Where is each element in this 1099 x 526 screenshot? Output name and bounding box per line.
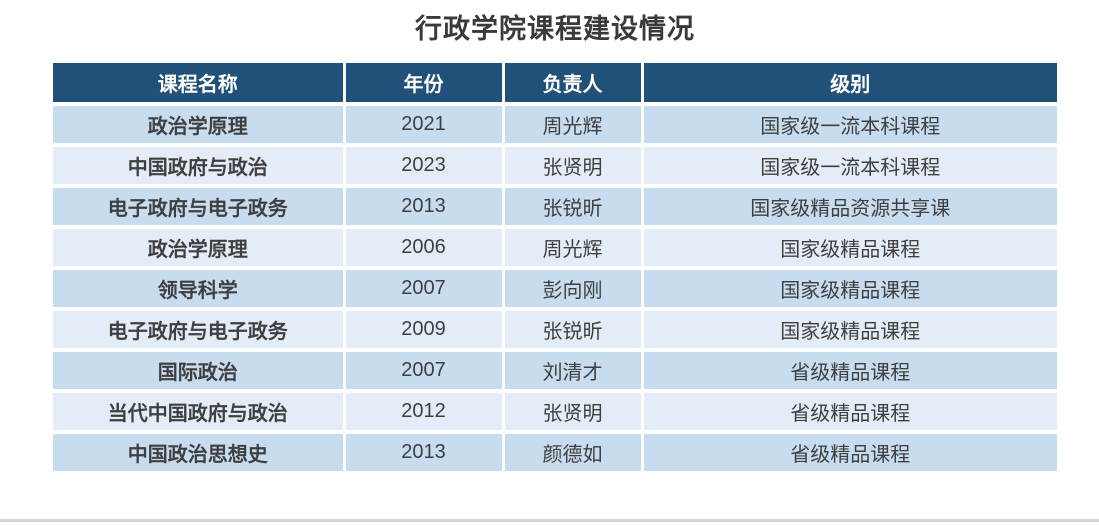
table-cell-leader: 张锐昕 <box>503 186 644 229</box>
table-cell-year: 2023 <box>344 145 505 188</box>
table-cell-course: 中国政治思想史 <box>53 432 346 475</box>
table-row: 电子政府与电子政务 2009 张锐昕 国家级精品课程 <box>53 309 1057 352</box>
table-cell-leader: 刘清才 <box>503 350 644 393</box>
table-cell-level: 省级精品课程 <box>642 432 1057 475</box>
table-cell-leader: 周光辉 <box>503 104 644 147</box>
table-row: 中国政府与政治 2023 张贤明 国家级一流本科课程 <box>53 145 1057 188</box>
table-header: 课程名称 年份 负责人 级别 <box>53 63 1057 106</box>
course-table: 课程名称 年份 负责人 级别 政治学原理 2021 周光辉 国家级一流本科课程 中国政府与政治… <box>53 63 1057 475</box>
table-cell-leader: 张锐昕 <box>503 309 644 352</box>
table-cell-leader: 张贤明 <box>503 391 644 434</box>
table-cell-level: 省级精品课程 <box>642 350 1057 393</box>
table-cell-level: 国家级一流本科课程 <box>642 145 1057 188</box>
table-row: 国际政治 2007 刘清才 省级精品课程 <box>53 350 1057 393</box>
table-row: 电子政府与电子政务 2013 张锐昕 国家级精品资源共享课 <box>53 186 1057 229</box>
table-row: 政治学原理 2006 周光辉 国家级精品课程 <box>53 227 1057 270</box>
table-cell-leader: 周光辉 <box>503 227 644 270</box>
column-header-leader: 负责人 <box>503 63 644 106</box>
table-row: 领导科学 2007 彭向刚 国家级精品课程 <box>53 268 1057 311</box>
table-cell-level: 国家级精品课程 <box>642 309 1057 352</box>
table-cell-year: 2009 <box>344 309 505 352</box>
column-header-year: 年份 <box>344 63 505 106</box>
table-cell-year: 2012 <box>344 391 505 434</box>
table-cell-level: 国家级一流本科课程 <box>642 104 1057 147</box>
table-cell-leader: 张贤明 <box>503 145 644 188</box>
table-cell-course: 国际政治 <box>53 350 346 393</box>
column-header-level: 级别 <box>642 63 1057 106</box>
table-cell-level: 国家级精品资源共享课 <box>642 186 1057 229</box>
table-cell-year: 2007 <box>344 350 505 393</box>
table-cell-course: 电子政府与电子政务 <box>53 186 346 229</box>
table-cell-year: 2006 <box>344 227 505 270</box>
bottom-divider <box>0 519 1099 522</box>
table-row: 中国政治思想史 2013 颜德如 省级精品课程 <box>53 432 1057 475</box>
table-cell-level: 省级精品课程 <box>642 391 1057 434</box>
column-header-course: 课程名称 <box>53 63 346 106</box>
page-title: 行政学院课程建设情况 <box>415 14 695 44</box>
table-cell-year: 2013 <box>344 432 505 475</box>
table-cell-course: 领导科学 <box>53 268 346 311</box>
table-cell-course: 政治学原理 <box>53 104 346 147</box>
table-cell-year: 2007 <box>344 268 505 311</box>
table-cell-level: 国家级精品课程 <box>642 227 1057 270</box>
table-cell-leader: 彭向刚 <box>503 268 644 311</box>
table-cell-level: 国家级精品课程 <box>642 268 1057 311</box>
table-body: 政治学原理 2021 周光辉 国家级一流本科课程 中国政府与政治 2023 张贤明 国家级一流… <box>53 104 1057 475</box>
table-cell-leader: 颜德如 <box>503 432 644 475</box>
table-header-row: 课程名称 年份 负责人 级别 <box>53 63 1057 106</box>
table-cell-year: 2013 <box>344 186 505 229</box>
table-cell-course: 当代中国政府与政治 <box>53 391 346 434</box>
table-row: 政治学原理 2021 周光辉 国家级一流本科课程 <box>53 104 1057 147</box>
table-cell-course: 政治学原理 <box>53 227 346 270</box>
table-cell-course: 电子政府与电子政务 <box>53 309 346 352</box>
table-cell-course: 中国政府与政治 <box>53 145 346 188</box>
table-row: 当代中国政府与政治 2012 张贤明 省级精品课程 <box>53 391 1057 434</box>
table-cell-year: 2021 <box>344 104 505 147</box>
